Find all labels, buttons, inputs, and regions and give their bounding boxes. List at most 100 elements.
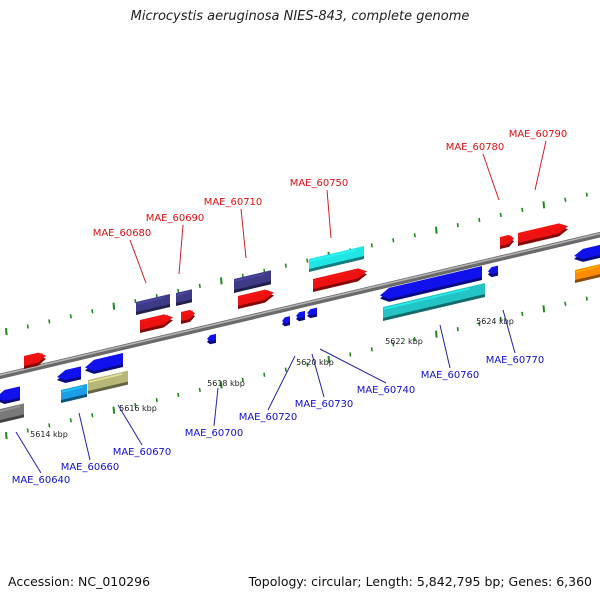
gene-label-MAE_60760: MAE_60760 — [421, 370, 480, 381]
tick-mark — [112, 302, 116, 310]
leader-line — [15, 431, 42, 474]
scale-label: 5624 kbp — [476, 317, 514, 326]
gene-body — [24, 352, 46, 366]
tick-mark — [155, 397, 158, 403]
gene-body — [238, 289, 274, 306]
gene-highlight — [140, 314, 169, 323]
tick-mark — [327, 355, 331, 364]
tick-mark — [499, 212, 502, 218]
gene-MAE_60690b — [181, 309, 195, 324]
leader-line — [213, 387, 219, 427]
gene-MAE_60760 — [380, 265, 482, 302]
genome-summary-text: Topology: circular; Length: 5,842,795 bp… — [248, 574, 592, 589]
tick-mark — [284, 367, 287, 372]
gene-body — [574, 244, 600, 259]
gene-highlight — [24, 352, 43, 359]
gene-MAE_60750 — [309, 246, 364, 272]
tick-mark — [392, 342, 395, 347]
accession-text: Accession: NC_010296 — [8, 574, 151, 589]
leader-line — [482, 153, 500, 201]
gene-body — [488, 265, 498, 275]
tick-mark — [306, 362, 309, 367]
gene-highlight — [234, 272, 266, 282]
tick-mark — [177, 288, 180, 294]
gene-MAE_60640b — [0, 403, 24, 424]
gene-highlight — [136, 296, 166, 305]
leader-line — [502, 309, 516, 354]
gene-highlight — [181, 310, 194, 315]
leader-line — [178, 224, 184, 275]
tick-mark — [134, 403, 137, 408]
map-title: Microcystis aeruginosa NIES-843, complet… — [130, 9, 470, 24]
tick-mark — [112, 406, 116, 414]
gene-highlight — [0, 405, 20, 413]
gene-highlight — [313, 269, 360, 282]
gene-MAE_60750b — [313, 268, 367, 292]
leader-line — [534, 140, 547, 191]
gene-body — [0, 386, 20, 402]
gene-MAE_60790 — [518, 223, 568, 246]
gene-label-MAE_60790: MAE_60790 — [509, 129, 568, 140]
tick-mark — [435, 226, 438, 234]
tick-mark — [370, 347, 373, 352]
leader-line — [267, 355, 296, 411]
tick-mark — [198, 283, 201, 289]
gene-label-MAE_60720: MAE_60720 — [239, 412, 298, 423]
gene-highlight — [176, 291, 190, 296]
gene-label-MAE_60640: MAE_60640 — [12, 475, 71, 486]
leader-line — [240, 208, 247, 259]
gene-label-MAE_60700: MAE_60700 — [185, 428, 244, 439]
gene-MAE_60680b — [140, 314, 173, 333]
gene-MAE_60760b — [383, 282, 485, 321]
gene-MAE_60660b — [61, 383, 87, 403]
tick-mark — [69, 418, 72, 423]
gene-label-MAE_60770: MAE_60770 — [486, 355, 545, 366]
genome-backbone — [0, 231, 600, 380]
gene-MAE_60710 — [234, 270, 271, 293]
gene-MAE_60700 — [207, 333, 216, 345]
scale-label: 5618 kbp — [207, 379, 245, 388]
gene-label-MAE_60660: MAE_60660 — [61, 462, 120, 473]
tick-mark — [48, 423, 51, 428]
gene-MAE_60710b — [238, 289, 274, 309]
gene-body — [518, 223, 568, 243]
tick-mark — [392, 238, 395, 243]
tick-mark — [542, 201, 546, 209]
gene-body — [309, 246, 364, 269]
tick-mark — [349, 352, 352, 357]
tick-mark — [220, 277, 223, 285]
gene-highlight — [575, 265, 599, 273]
gene-label-MAE_60670: MAE_60670 — [113, 447, 172, 458]
gene-features — [0, 223, 600, 424]
gene-body — [313, 268, 367, 289]
scale-label: 5620 kbp — [296, 358, 334, 367]
tick-mark — [198, 387, 201, 393]
tick-mark — [69, 314, 72, 319]
tick-mark — [284, 263, 287, 268]
tick-mark — [91, 413, 94, 418]
gene-label-MAE_60730: MAE_60730 — [295, 399, 354, 410]
gene-highlight — [500, 235, 513, 240]
scale-label: 5622 kbp — [385, 337, 423, 346]
tick-mark — [521, 311, 524, 316]
gene-MAE_60690 — [176, 289, 192, 306]
tick-mark — [521, 207, 524, 212]
leader-line — [117, 404, 143, 446]
gene-highlight — [238, 290, 269, 299]
tick-mark — [177, 392, 180, 398]
gene-MAE_60670 — [85, 353, 123, 374]
gene-label-MAE_60740: MAE_60740 — [357, 385, 416, 396]
gene-highlight — [383, 287, 470, 310]
gene-label-MAE_60680: MAE_60680 — [93, 228, 152, 239]
tick-mark — [26, 428, 29, 433]
tick-mark — [564, 197, 567, 202]
gene-highlight — [518, 224, 561, 236]
gene-body — [140, 314, 173, 330]
gene-highlight — [61, 386, 84, 393]
gene-MAE_60720 — [282, 316, 290, 327]
gene-highlight — [88, 373, 123, 383]
tick-mark — [370, 243, 373, 248]
gene-label-MAE_60690: MAE_60690 — [146, 213, 205, 224]
